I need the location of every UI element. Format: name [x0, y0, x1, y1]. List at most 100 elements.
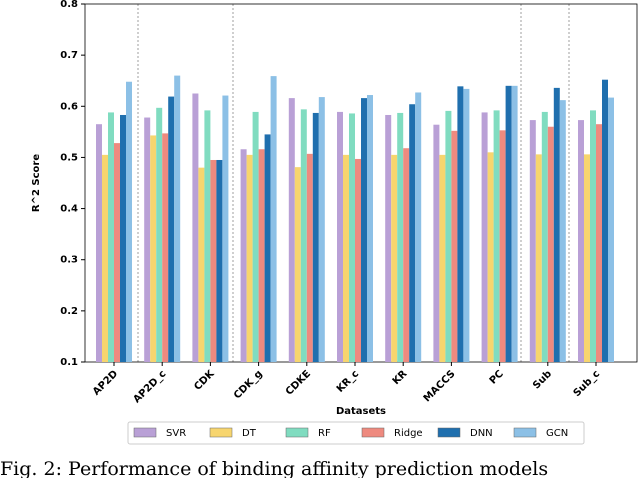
bar — [463, 88, 470, 362]
bar — [403, 148, 410, 362]
bar — [120, 114, 126, 362]
legend-label: GCN — [546, 428, 568, 439]
bar — [210, 159, 217, 362]
x-tick-label: KR_c — [335, 368, 361, 394]
x-tick-label: MACCS — [422, 368, 458, 404]
y-tick-label: 0.5 — [60, 152, 78, 163]
bar — [433, 124, 440, 362]
bar — [451, 130, 458, 362]
bar — [216, 159, 223, 362]
x-tick-label: AP2D_c — [131, 368, 168, 405]
y-tick-label: 0.2 — [60, 306, 78, 317]
y-tick-label: 0.1 — [60, 357, 78, 368]
x-tick-label: CDKE — [284, 368, 313, 397]
legend-swatch — [361, 427, 385, 438]
legend-swatch — [133, 427, 157, 438]
bar — [590, 110, 596, 363]
bar — [306, 153, 313, 362]
x-tick-label: Sub_c — [572, 368, 603, 399]
bar — [312, 112, 319, 362]
bar — [547, 126, 554, 362]
bar — [499, 130, 506, 362]
bar — [608, 97, 614, 362]
bar — [511, 85, 518, 362]
bar — [397, 112, 404, 362]
bar — [493, 110, 500, 363]
bar — [385, 114, 392, 362]
bar — [192, 93, 199, 362]
legend-swatch — [285, 427, 309, 438]
bar — [487, 152, 494, 362]
bar — [409, 104, 416, 363]
bar — [252, 111, 259, 362]
bar — [174, 75, 181, 362]
legend-swatch — [437, 427, 461, 438]
x-tick-label: Sub — [531, 368, 554, 391]
legend-swatch — [209, 427, 233, 438]
caption: Fig. 2: Performance of binding affinity … — [0, 458, 548, 478]
legend-label: SVR — [166, 428, 186, 439]
bar — [355, 158, 361, 362]
bar — [204, 110, 211, 363]
bar — [270, 76, 277, 363]
bar — [602, 79, 608, 362]
bar — [108, 112, 114, 363]
x-tick-label: CDK — [192, 368, 217, 393]
bar — [415, 92, 422, 362]
bar — [114, 143, 120, 362]
bar — [222, 95, 229, 362]
bar — [150, 135, 157, 362]
x-tick-label: KR — [391, 368, 410, 387]
bar — [529, 120, 536, 362]
bar — [126, 81, 132, 362]
bar — [361, 98, 367, 363]
bar — [349, 113, 355, 363]
y-tick-label: 0.3 — [60, 255, 78, 266]
bar — [337, 111, 343, 362]
x-tick-label: AP2D — [91, 368, 120, 397]
bar — [162, 133, 169, 362]
y-axis-label: R^2 Score — [31, 154, 42, 212]
bar — [445, 110, 452, 362]
x-tick-label: CDK_g — [232, 368, 265, 401]
bar — [288, 98, 295, 363]
bar — [596, 124, 602, 362]
bar — [457, 86, 464, 362]
bar — [578, 120, 584, 362]
y-tick-label: 0.4 — [60, 204, 78, 215]
bar — [584, 154, 590, 362]
bar — [505, 85, 512, 362]
bar — [300, 109, 307, 363]
bar — [102, 154, 108, 362]
bar — [258, 149, 265, 362]
bar — [168, 96, 175, 362]
bar — [391, 154, 398, 362]
bar — [541, 111, 548, 362]
legend-label: Ridge — [394, 428, 423, 439]
y-tick-label: 0.7 — [60, 50, 78, 61]
legend-label: RF — [318, 428, 331, 439]
legend-frame — [127, 421, 585, 445]
bar — [198, 167, 205, 362]
bar — [144, 117, 151, 362]
legend-swatch — [513, 427, 537, 438]
bar — [559, 100, 566, 363]
bar — [343, 154, 349, 362]
bar — [96, 124, 102, 362]
bar — [367, 95, 373, 362]
bar — [294, 167, 301, 362]
y-tick-label: 0.8 — [60, 0, 78, 10]
bar — [156, 107, 163, 362]
bar — [264, 134, 271, 362]
bar — [246, 154, 253, 362]
legend-label: DNN — [470, 428, 493, 439]
bar — [535, 154, 542, 362]
bar — [318, 97, 325, 362]
x-axis-label: Datasets — [336, 406, 386, 417]
bar — [439, 154, 446, 362]
bar — [481, 112, 488, 363]
legend-label: DT — [242, 428, 257, 439]
bar — [240, 149, 247, 362]
